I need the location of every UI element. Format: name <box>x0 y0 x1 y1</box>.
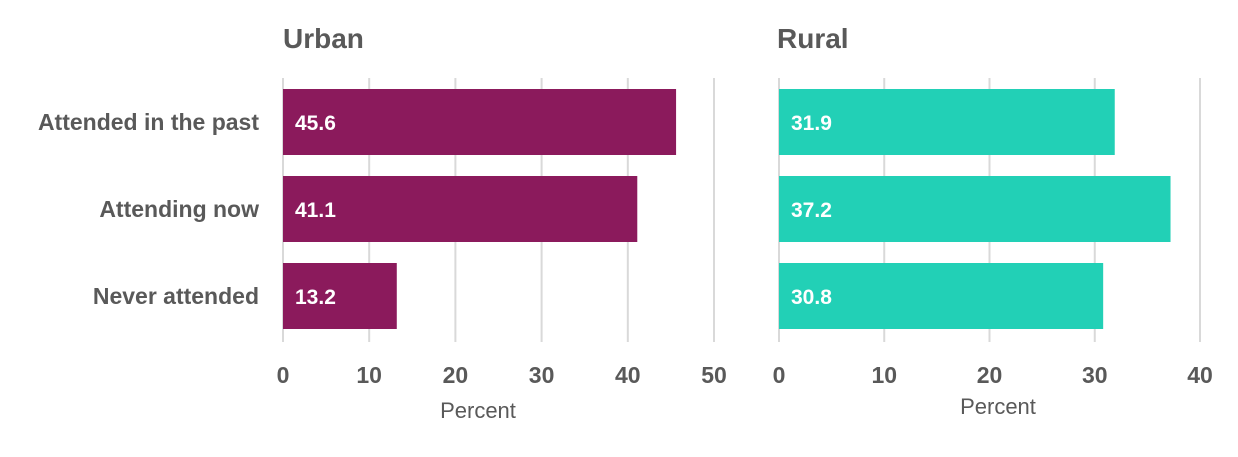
urban-bar <box>283 89 677 155</box>
urban-x-tick-label: 10 <box>356 362 382 388</box>
rural-data-label: 31.9 <box>791 112 832 135</box>
rural-panel: Rural 31.9 37.2 30.8 0 10 20 30 40 Percent <box>773 23 1213 419</box>
rural-data-label: 37.2 <box>791 199 832 222</box>
urban-data-label: 45.6 <box>295 112 336 135</box>
urban-bar <box>283 263 397 329</box>
urban-x-tick-label: 40 <box>615 362 641 388</box>
rural-x-tick-label: 10 <box>871 362 897 388</box>
rural-panel-title: Rural <box>777 23 849 54</box>
rural-bar <box>779 176 1171 242</box>
rural-bar <box>779 263 1104 329</box>
urban-x-tick-label: 20 <box>443 362 469 388</box>
urban-x-tick-label: 30 <box>529 362 555 388</box>
urban-bar <box>283 176 638 242</box>
category-label: Never attended <box>93 283 259 309</box>
rural-data-label: 30.8 <box>791 286 832 309</box>
urban-x-axis-label: Percent <box>440 398 516 423</box>
rural-x-tick-label: 40 <box>1187 362 1213 388</box>
urban-panel: Urban 45.6 41.1 13.2 0 10 20 30 40 50 Attended … <box>38 23 727 423</box>
urban-x-tick-label: 0 <box>277 362 290 388</box>
urban-x-tick-label: 50 <box>701 362 727 388</box>
rural-x-tick-label: 0 <box>773 362 786 388</box>
rural-x-tick-label: 20 <box>977 362 1003 388</box>
rural-x-tick-label: 30 <box>1082 362 1108 388</box>
rural-x-axis-label: Percent <box>960 394 1036 419</box>
urban-data-label: 13.2 <box>295 286 336 309</box>
rural-bar <box>779 89 1115 155</box>
category-label: Attended in the past <box>38 109 259 135</box>
category-label: Attending now <box>99 196 259 222</box>
urban-panel-title: Urban <box>283 23 364 54</box>
urban-data-label: 41.1 <box>295 199 336 222</box>
